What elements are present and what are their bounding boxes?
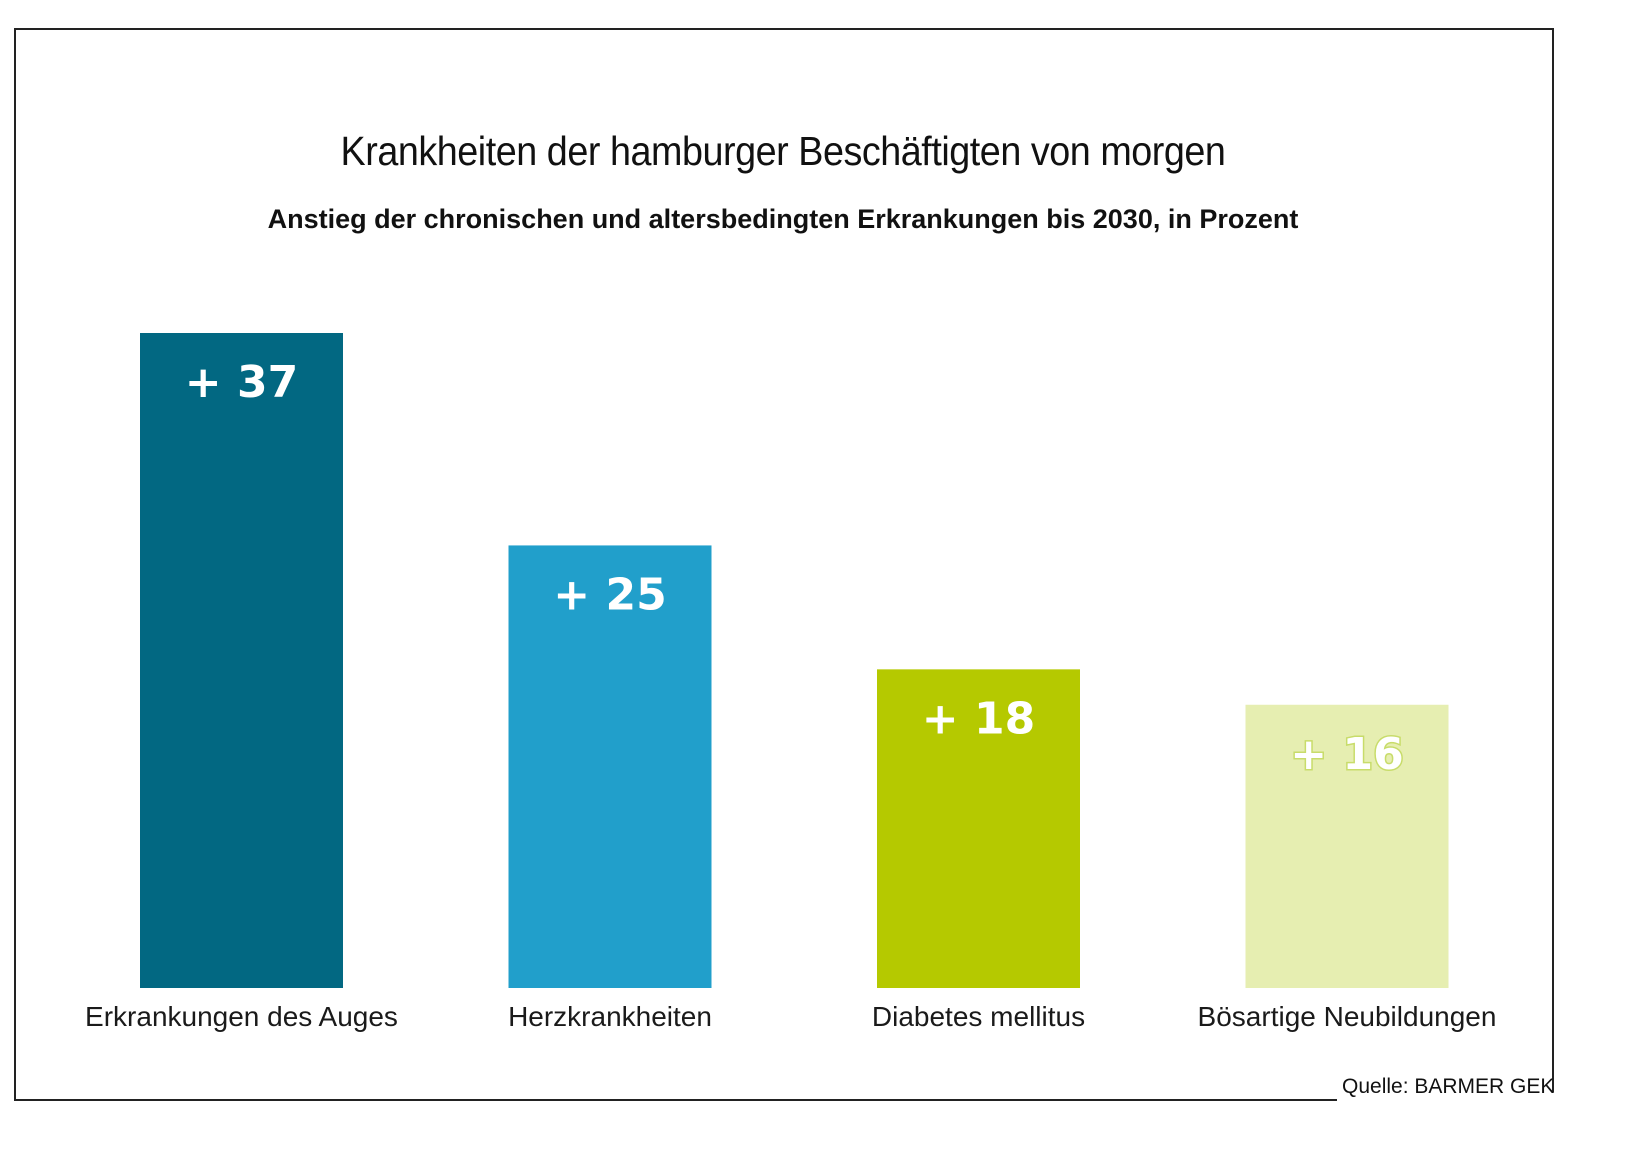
frame-border-top: [14, 28, 1554, 30]
category-label: Bösartige Neubildungen: [1198, 1001, 1497, 1032]
bar-1: [140, 333, 343, 988]
frame-border-right: [1552, 28, 1554, 1092]
bar-4: [1245, 704, 1449, 988]
chart-subtitle: Anstieg der chronischen und altersbeding…: [267, 204, 1299, 234]
bar-3: [877, 669, 1080, 988]
bar-value-label: + 37: [185, 357, 298, 408]
category-label: Diabetes mellitus: [872, 1001, 1085, 1032]
frame-border-left: [14, 28, 16, 1101]
bar-value-label: + 18: [922, 693, 1035, 744]
frame-border-bottom: [14, 1099, 1337, 1101]
bar-value-label: + 16: [1290, 729, 1403, 780]
bar-2: [508, 545, 712, 988]
source-note: Quelle: BARMER GEK: [1342, 1075, 1555, 1098]
category-label: Herzkrankheiten: [508, 1001, 712, 1032]
bar-value-label: + 25: [553, 569, 666, 620]
category-label: Erkrankungen des Auges: [85, 1001, 398, 1032]
chart-title: Krankheiten der hamburger Beschäftigten …: [340, 128, 1226, 174]
